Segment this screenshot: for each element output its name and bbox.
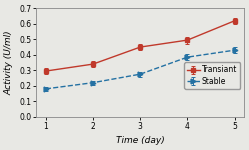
Y-axis label: Activity (U/ml): Activity (U/ml): [5, 30, 14, 95]
X-axis label: Time (day): Time (day): [116, 136, 165, 145]
Legend: Transiant, Stable: Transiant, Stable: [184, 62, 240, 89]
